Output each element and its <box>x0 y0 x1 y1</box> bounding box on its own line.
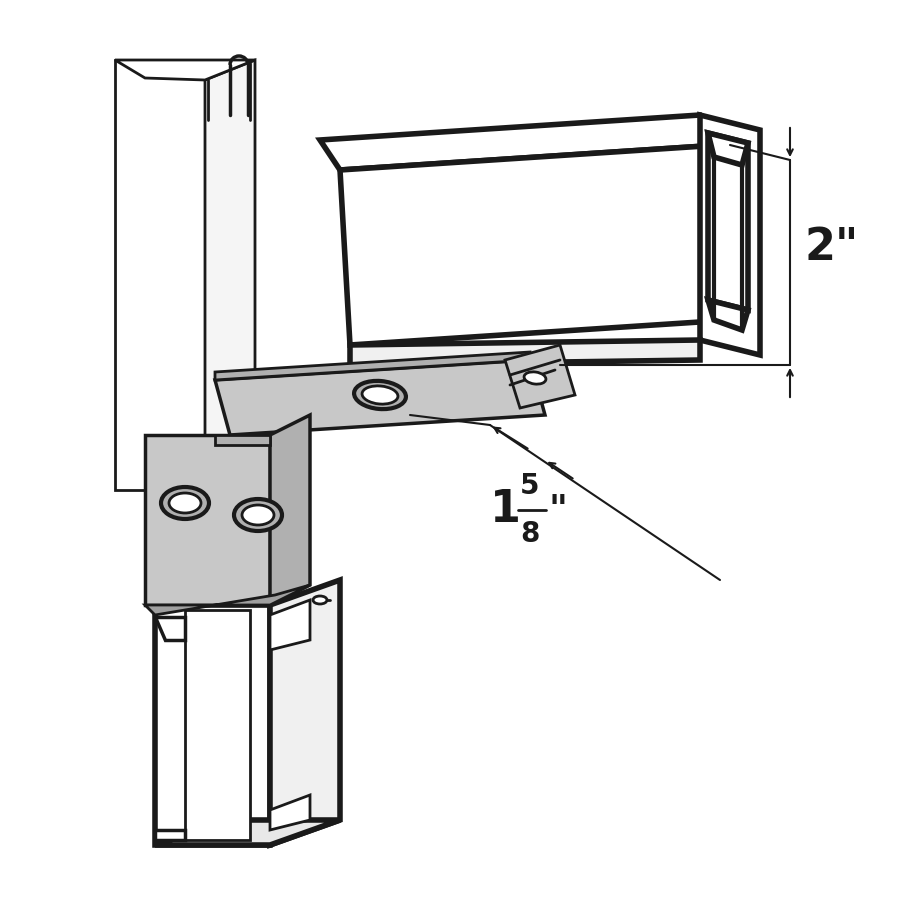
Polygon shape <box>115 60 255 80</box>
Text: 2": 2" <box>805 226 860 269</box>
Ellipse shape <box>161 487 209 519</box>
Polygon shape <box>185 610 250 840</box>
Polygon shape <box>115 60 205 490</box>
Polygon shape <box>155 617 185 640</box>
Polygon shape <box>340 145 730 345</box>
Polygon shape <box>155 820 340 845</box>
Polygon shape <box>708 133 748 310</box>
Polygon shape <box>700 115 760 355</box>
Polygon shape <box>205 60 255 490</box>
Ellipse shape <box>524 372 546 384</box>
Ellipse shape <box>234 499 282 531</box>
Polygon shape <box>215 352 530 380</box>
Ellipse shape <box>354 381 406 410</box>
Text: 5: 5 <box>520 472 539 500</box>
Text: 1: 1 <box>490 489 521 532</box>
Polygon shape <box>708 300 748 330</box>
Ellipse shape <box>242 505 274 525</box>
Polygon shape <box>270 600 310 650</box>
Polygon shape <box>145 435 270 605</box>
Polygon shape <box>155 605 270 845</box>
Ellipse shape <box>169 493 201 513</box>
Polygon shape <box>145 585 310 615</box>
Text: ": " <box>548 493 567 527</box>
Polygon shape <box>320 115 720 170</box>
Polygon shape <box>270 415 310 605</box>
Polygon shape <box>505 345 575 408</box>
Text: 8: 8 <box>520 520 539 548</box>
Polygon shape <box>155 830 185 840</box>
Polygon shape <box>215 435 270 445</box>
Polygon shape <box>270 795 310 830</box>
Ellipse shape <box>362 386 398 404</box>
Polygon shape <box>350 340 700 365</box>
Polygon shape <box>215 360 545 435</box>
Ellipse shape <box>313 596 327 604</box>
Polygon shape <box>708 133 748 165</box>
Polygon shape <box>270 580 340 845</box>
